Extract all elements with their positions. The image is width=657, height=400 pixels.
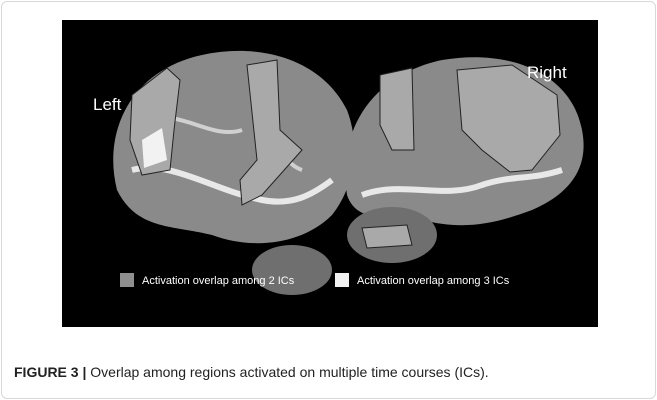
legend-swatch (335, 273, 349, 287)
figure-image: Left Right Activation overlap among 2 IC… (62, 20, 598, 327)
caption: FIGURE 3 | Overlap among regions activat… (14, 364, 489, 380)
legend-swatch (120, 273, 134, 287)
page: {"figure": {"labels": ["Left", "Right"],… (0, 0, 657, 400)
legend-label: Activation overlap among 3 ICs (357, 275, 510, 287)
hemisphere-label: Left (93, 95, 122, 114)
hemisphere-label: Right (527, 63, 567, 82)
legend-label: Activation overlap among 2 ICs (142, 275, 295, 287)
caption-text: Overlap among regions activated on multi… (90, 364, 488, 380)
caption-label: FIGURE 3 | (14, 364, 86, 380)
